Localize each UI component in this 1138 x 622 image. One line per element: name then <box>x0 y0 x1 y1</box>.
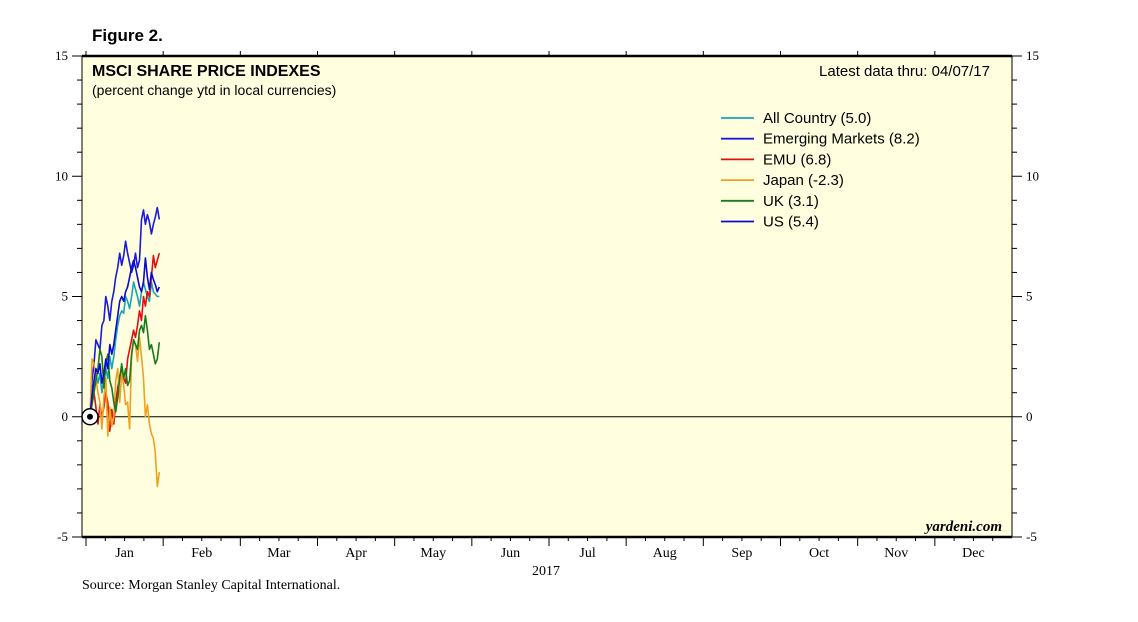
x-month-label: Oct <box>809 546 829 561</box>
figure-label: Figure 2. <box>92 26 163 45</box>
legend-label-3: Japan (-2.3) <box>763 172 844 189</box>
x-month-label: Jul <box>579 546 595 561</box>
series-line-1 <box>89 206 161 417</box>
x-month-label: Aug <box>653 546 677 561</box>
x-axis: Jan Feb Mar Apr May Jun Jul Aug Sep Oct Nov Dec <box>85 51 994 561</box>
y-axis-left: -5 0 5 10 15 <box>55 48 82 544</box>
x-month-label: Feb <box>191 546 212 561</box>
x-month-label: Apr <box>345 546 367 561</box>
y-tick-label-right: 15 <box>1026 48 1039 63</box>
y-axis-right: -5 0 5 10 15 <box>1012 48 1039 544</box>
legend-label-0: All Country (5.0) <box>763 110 871 127</box>
series-line-5 <box>89 257 161 417</box>
origin-dot <box>87 413 93 420</box>
y-tick-label-right: -5 <box>1026 529 1037 544</box>
latest-data-label: Latest data thru: 04/07/17 <box>819 63 990 80</box>
x-month-label: Mar <box>267 546 291 561</box>
series-lines <box>89 206 161 488</box>
y-tick-label-left: -5 <box>57 529 68 544</box>
x-month-label: Jan <box>115 546 134 561</box>
series-line-3 <box>89 336 161 488</box>
x-month-label: May <box>420 546 446 561</box>
y-tick-label-right: 10 <box>1026 168 1039 183</box>
chart-title: MSCI SHARE PRICE INDEXES <box>92 63 321 80</box>
legend-label-4: UK (3.1) <box>763 193 819 210</box>
x-month-label: Dec <box>962 546 985 561</box>
y-tick-label-left: 10 <box>55 168 68 183</box>
x-month-label: Nov <box>884 546 908 561</box>
origin-marker <box>81 408 99 426</box>
legend-label-2: EMU (6.8) <box>763 151 831 168</box>
legend: All Country (5.0) Emerging Markets (8.2) E… <box>721 110 920 231</box>
x-month-label: Jun <box>501 546 520 561</box>
year-label: 2017 <box>532 564 560 579</box>
legend-label-1: Emerging Markets (8.2) <box>763 131 920 148</box>
chart-subtitle: (percent change ytd in local currencies) <box>92 82 336 98</box>
x-month-label: Sep <box>731 546 752 561</box>
legend-label-5: US (5.4) <box>763 214 819 231</box>
plot-area <box>81 55 1013 538</box>
y-tick-label-left: 5 <box>62 289 69 304</box>
source-note: Source: Morgan Stanley Capital Internati… <box>82 578 341 593</box>
watermark: yardeni.com <box>924 519 1002 535</box>
y-tick-label-right: 5 <box>1026 289 1033 304</box>
series-line-0 <box>89 281 160 417</box>
y-tick-label-left: 15 <box>55 48 68 63</box>
series-line-4 <box>89 314 161 417</box>
y-tick-label-left: 0 <box>62 409 69 424</box>
y-tick-label-right: 0 <box>1026 409 1033 424</box>
